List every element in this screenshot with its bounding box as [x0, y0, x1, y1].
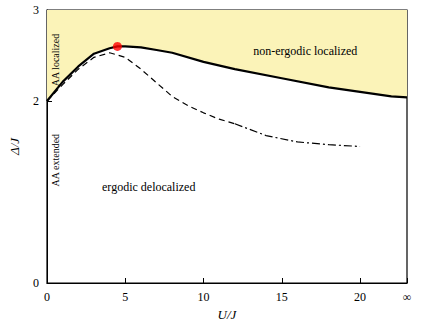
svg-text:10: 10: [198, 290, 210, 304]
svg-text:AA localized: AA localized: [50, 34, 61, 86]
svg-text:2: 2: [33, 94, 39, 108]
svg-text:Δ/J: Δ/J: [7, 137, 22, 156]
svg-text:0: 0: [33, 276, 39, 290]
svg-text:0: 0: [44, 290, 50, 304]
svg-text:ergodic delocalized: ergodic delocalized: [102, 180, 195, 194]
svg-text:∞: ∞: [403, 290, 412, 304]
svg-text:U/J: U/J: [218, 307, 238, 322]
svg-text:20: 20: [354, 290, 366, 304]
svg-text:5: 5: [122, 290, 128, 304]
svg-text:non-ergodic localized: non-ergodic localized: [253, 44, 357, 58]
svg-text:15: 15: [276, 290, 288, 304]
svg-text:AA extended: AA extended: [50, 134, 61, 187]
svg-text:3: 3: [33, 3, 39, 17]
